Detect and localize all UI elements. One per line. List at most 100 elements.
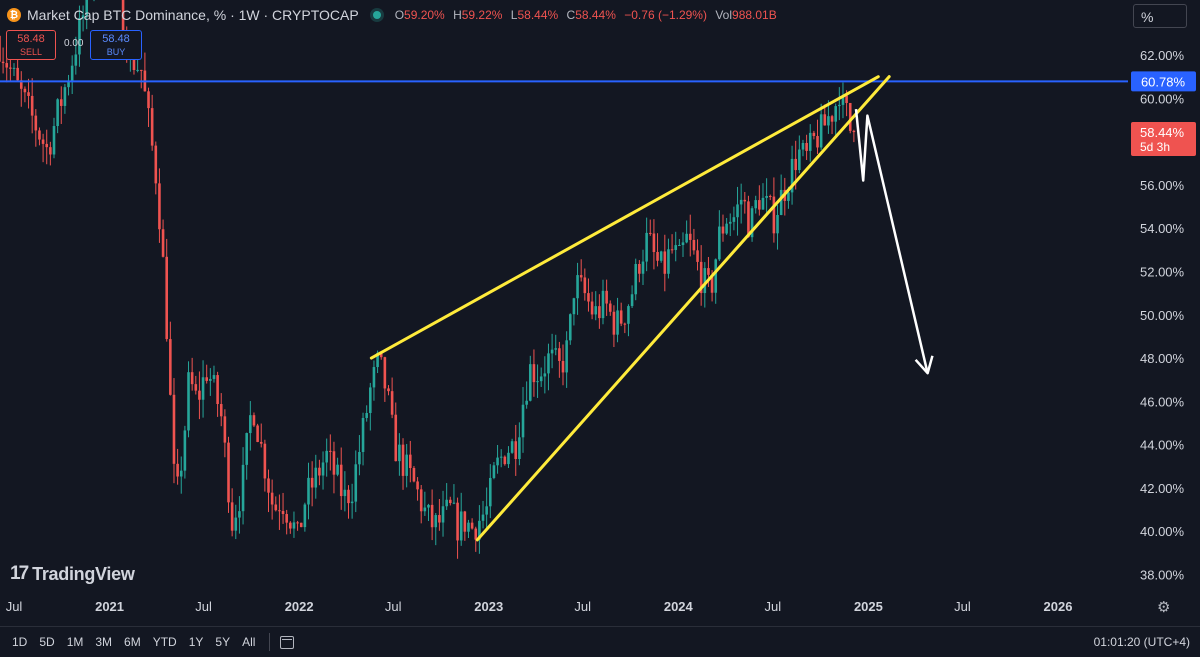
- buy-button[interactable]: 58.48 BUY: [90, 30, 142, 60]
- candle-body: [536, 381, 539, 383]
- range-button-1d[interactable]: 1D: [12, 635, 28, 649]
- sell-button[interactable]: 58.48 SELL: [6, 30, 56, 60]
- candle-body: [463, 511, 467, 532]
- candle-body: [198, 390, 201, 400]
- sell-price: 58.48: [17, 33, 45, 45]
- candle-body: [754, 200, 758, 209]
- candle-body: [147, 91, 150, 109]
- candle-body: [205, 377, 208, 381]
- candle-body: [310, 477, 314, 488]
- range-button-6m[interactable]: 6M: [124, 635, 141, 649]
- candle-body: [710, 274, 714, 293]
- candle-body: [816, 136, 819, 148]
- candle-body: [725, 223, 728, 234]
- range-button-1m[interactable]: 1M: [66, 635, 84, 649]
- candle-body: [354, 464, 358, 502]
- candle-body: [692, 239, 696, 251]
- x-tick-label: Jul: [195, 599, 212, 614]
- candle-body: [201, 377, 205, 400]
- candle-body: [641, 261, 645, 274]
- candle-body: [634, 264, 638, 295]
- candle-body: [390, 391, 394, 415]
- candle-body: [765, 195, 768, 198]
- symbol-title[interactable]: Market Cap BTC Dominance, % · 1W · CRYPT…: [27, 7, 359, 23]
- candle-body: [503, 456, 507, 465]
- candle-body: [401, 444, 405, 476]
- candle-body: [361, 417, 365, 453]
- candle-body: [761, 197, 765, 210]
- candle-body: [685, 233, 688, 243]
- candle-body: [165, 256, 169, 340]
- candle-body: [543, 373, 547, 377]
- candle-body: [830, 116, 834, 122]
- candle-body: [507, 452, 510, 465]
- candle-body: [285, 514, 288, 523]
- candle-body: [412, 467, 416, 482]
- candle-body: [241, 464, 245, 512]
- range-button-5d[interactable]: 5D: [39, 635, 55, 649]
- candle-body: [296, 522, 299, 524]
- y-tick-label: 60.00%: [1140, 91, 1185, 106]
- x-tick-label: Jul: [385, 599, 402, 614]
- candle-body: [521, 404, 525, 438]
- candle-body: [787, 192, 790, 201]
- candle-body: [252, 415, 256, 426]
- candle-body: [307, 477, 310, 505]
- candle-body: [59, 99, 63, 106]
- market-status-icon: [372, 11, 381, 19]
- candle-body: [525, 400, 528, 405]
- candle-body: [798, 149, 801, 171]
- candle-body: [481, 514, 485, 521]
- candle-body: [838, 104, 841, 107]
- candle-body: [394, 414, 398, 462]
- candle-body: [539, 376, 543, 382]
- candle-body: [467, 522, 470, 532]
- candle-body: [38, 130, 41, 140]
- candle-body: [499, 456, 503, 458]
- candle-body: [347, 489, 350, 504]
- candle-body: [423, 507, 427, 512]
- range-button-1y[interactable]: 1Y: [188, 635, 204, 649]
- x-tick-label: 2026: [1044, 599, 1073, 614]
- range-button-all[interactable]: All: [242, 635, 256, 649]
- candle-body: [670, 249, 674, 251]
- range-button-5y[interactable]: 5Y: [215, 635, 231, 649]
- candles: [0, 0, 856, 559]
- candle-body: [376, 352, 379, 368]
- candle-body: [0, 35, 1, 62]
- candle-body: [674, 245, 678, 250]
- unit-button[interactable]: %: [1133, 4, 1187, 28]
- candle-body: [430, 504, 434, 528]
- gear-icon[interactable]: ⚙: [1157, 599, 1171, 616]
- candle-body: [267, 478, 270, 493]
- candle-body: [594, 306, 598, 315]
- candle-body: [136, 69, 139, 71]
- candle-body: [321, 462, 325, 476]
- projection-arrow: [854, 108, 929, 374]
- candle-body: [801, 142, 805, 150]
- candle-body: [739, 199, 743, 205]
- candle-body: [768, 195, 772, 197]
- calendar-icon[interactable]: [280, 635, 295, 649]
- candle-body: [732, 217, 736, 222]
- hline-price-tag: [1131, 71, 1196, 92]
- candle-body: [19, 80, 23, 89]
- range-button-3m[interactable]: 3M: [95, 635, 113, 649]
- volume-value: 988.01B: [732, 8, 777, 22]
- candle-body: [663, 251, 667, 274]
- candle-body: [169, 339, 172, 395]
- candle-body: [223, 416, 227, 443]
- range-button-ytd[interactable]: YTD: [152, 635, 177, 649]
- clock[interactable]: 01:01:20 (UTC+4): [1093, 635, 1190, 649]
- candle-body: [289, 522, 292, 529]
- candle-body: [616, 310, 619, 335]
- candle-body: [747, 201, 750, 238]
- high-label: H: [453, 8, 462, 22]
- candle-body: [179, 470, 183, 477]
- candle-body: [329, 450, 332, 452]
- high-value: 59.22%: [461, 8, 503, 22]
- candle-body: [41, 139, 45, 144]
- candle-body: [848, 102, 852, 131]
- change-value: −0.76 (−1.29%): [624, 8, 707, 22]
